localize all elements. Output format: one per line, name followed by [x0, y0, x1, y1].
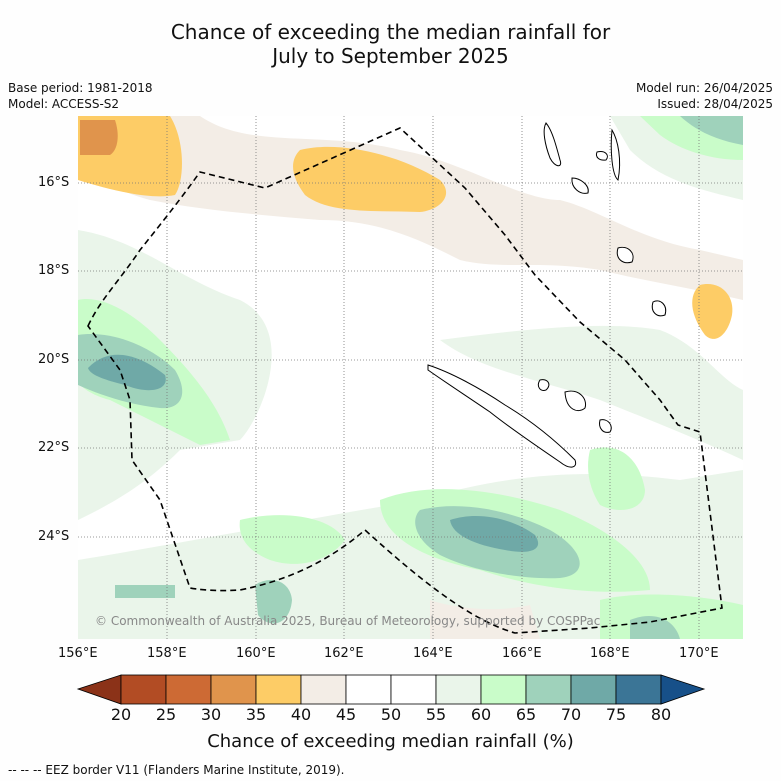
colorbar-label-35: 35 [245, 705, 267, 724]
colorbar-bin-20-25 [120, 674, 167, 705]
colorbar-lower-extension [76, 674, 122, 705]
model-run: Model run: 26/04/2025 [635, 81, 773, 95]
probability-field [78, 116, 743, 639]
area-55-60-east [440, 325, 743, 460]
area-35-40-north [293, 146, 447, 212]
area-40-45-south [430, 600, 540, 639]
lon-label-160e: 160°E [236, 646, 276, 661]
area-65-70-southeast [630, 616, 680, 639]
title-line-2: July to September 2025 [272, 44, 509, 68]
loyalty-island-3 [599, 419, 612, 433]
colorbar-label-30: 30 [200, 705, 222, 724]
area-60-65-southwest [239, 515, 345, 564]
lon-label-170e: 170°E [679, 646, 719, 661]
lon-label-166e: 166°E [502, 646, 542, 661]
colorbar-label-75: 75 [605, 705, 627, 724]
lat-label-16s: 16°S [38, 175, 70, 190]
colorbar-label-55: 55 [425, 705, 447, 724]
colorbar-bin-70-75 [570, 674, 617, 705]
colorbar-label-25: 25 [155, 705, 177, 724]
colorbar-label-45: 45 [335, 705, 357, 724]
colorbar-bin-60-65 [480, 674, 527, 705]
colorbar-label-50: 50 [380, 705, 402, 724]
vanuatu-island-3 [571, 177, 589, 194]
area-55-60-south [78, 470, 743, 639]
eez-border [87, 127, 723, 634]
lat-label-20s: 20°S [38, 352, 70, 367]
area-65-70-northeast [680, 116, 743, 145]
vanuatu-island-6 [651, 300, 667, 317]
colorbar-bin-45-50 [345, 674, 392, 705]
area-70-75-west [88, 354, 166, 391]
gridlines [78, 116, 743, 639]
colorbar-label-65: 65 [515, 705, 537, 724]
copyright-notice: © Commonwealth of Australia 2025, Bureau… [95, 614, 601, 628]
colorbar-bin-50-55 [390, 674, 437, 705]
colorbar-bin-30-35 [210, 674, 257, 705]
eez-footnote: -- -- -- EEZ border V11 (Flanders Marine… [8, 763, 345, 777]
lat-label-18s: 18°S [38, 263, 70, 278]
loyalty-island-2 [564, 390, 587, 412]
area-60-65-east [588, 447, 645, 510]
colorbar-title: Chance of exceeding median rainfall (%) [207, 731, 574, 752]
area-70-75-south [450, 515, 539, 552]
colorbar [76, 674, 706, 705]
colorbar-bin-25-30 [165, 674, 212, 705]
vanuatu-island-4 [610, 128, 621, 181]
new-caledonia-island [427, 364, 577, 468]
area-30-35-northwest [80, 120, 118, 155]
area-35-40-east [692, 284, 733, 339]
vanuatu-island-5 [616, 246, 634, 264]
colorbar-label-20: 20 [110, 705, 132, 724]
lat-label-24s: 24°S [38, 529, 70, 544]
area-65-70-southwest [255, 580, 292, 624]
lon-label-168e: 168°E [590, 646, 630, 661]
colorbar-upper-extension [660, 674, 706, 705]
lat-label-22s: 22°S [38, 440, 70, 455]
colorbar-label-60: 60 [470, 705, 492, 724]
colorbar-bin-35-40 [255, 674, 302, 705]
model-name: Model: ACCESS-S2 [8, 97, 120, 111]
vanuatu-island-2 [596, 151, 608, 161]
colorbar-bin-55-60 [435, 674, 482, 705]
colorbar-label-40: 40 [290, 705, 312, 724]
loyalty-island-1 [537, 379, 550, 391]
colorbar-bin-75-80 [615, 674, 662, 705]
colorbar-label-80: 80 [650, 705, 672, 724]
colorbar-label-70: 70 [560, 705, 582, 724]
area-65-70-small [115, 585, 175, 598]
vanuatu-island-1 [543, 122, 562, 167]
lon-label-164e: 164°E [413, 646, 453, 661]
base-period: Base period: 1981-2018 [8, 81, 153, 95]
title-line-1: Chance of exceeding the median rainfall … [170, 20, 611, 44]
lon-label-162e: 162°E [324, 646, 364, 661]
lon-label-158e: 158°E [147, 646, 187, 661]
issued-date: Issued: 28/04/2025 [657, 97, 773, 111]
colorbar-bin-65-70 [525, 674, 572, 705]
lon-label-156e: 156°E [58, 646, 98, 661]
colorbar-bin-40-45 [300, 674, 347, 705]
